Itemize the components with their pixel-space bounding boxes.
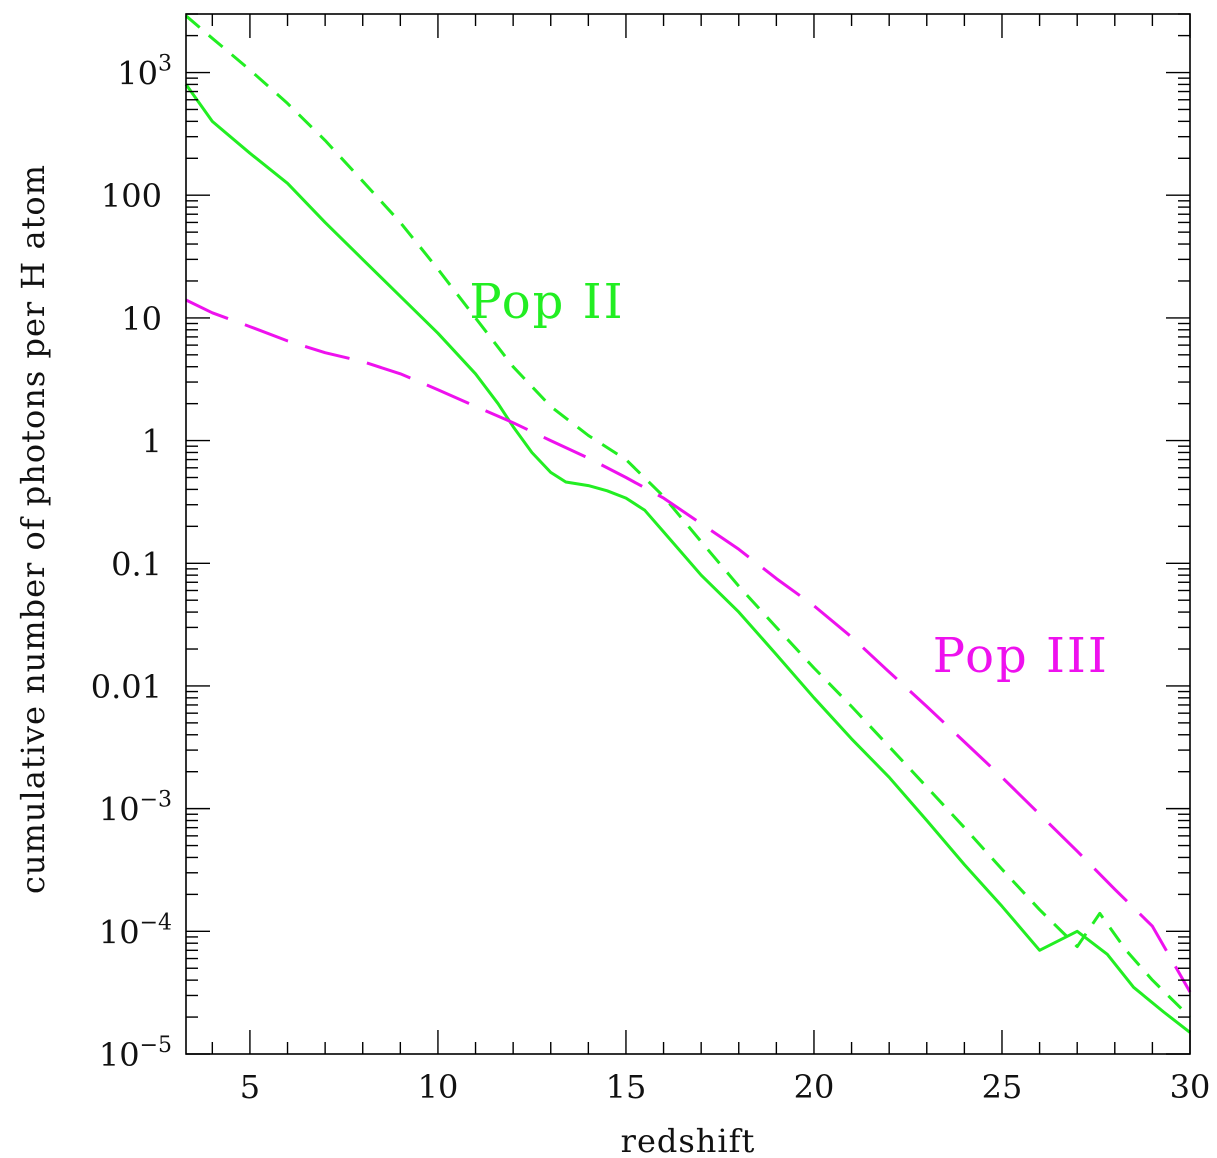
y-tick-base: 10 — [99, 791, 140, 829]
series-long-dash-magenta — [185, 298, 1192, 993]
x-tick-label: 10 — [418, 1068, 459, 1106]
x-tick-label: 30 — [1170, 1068, 1211, 1106]
series-solid-green — [184, 83, 1191, 1034]
annotation-label: Pop II — [469, 274, 624, 330]
y-tick-label: 1 — [142, 423, 162, 461]
y-tick-label: 10−5 — [99, 1033, 172, 1074]
annotation-label: Pop III — [933, 628, 1109, 684]
plot-frame — [185, 13, 1191, 1055]
tick-marks — [186, 13, 1191, 1055]
x-tick-label: 5 — [240, 1068, 260, 1106]
y-tick-base: 10 — [99, 1036, 140, 1074]
y-tick-base: 10 — [99, 913, 140, 951]
plot-border — [185, 13, 1191, 1055]
y-tick-exponent: −5 — [140, 1033, 172, 1058]
x-axis-label: redshift — [621, 1122, 756, 1158]
series-short-dash-green — [185, 14, 1192, 1019]
annotations: Pop II Pop III — [469, 274, 1109, 684]
x-tick-label: 25 — [982, 1068, 1023, 1106]
y-tick-label: 0.01 — [91, 668, 162, 706]
y-tick-label: 10−4 — [99, 910, 172, 951]
y-tick-label: 10 — [121, 300, 162, 338]
y-tick-label: 0.1 — [111, 545, 162, 583]
y-tick-label: 10−3 — [99, 788, 172, 829]
y-tick-exponent: −3 — [140, 788, 172, 813]
x-tick-label: 20 — [794, 1068, 835, 1106]
series-layer — [184, 14, 1192, 1034]
y-axis-label: cumulative number of photons per H atom — [14, 164, 52, 894]
y-tick-base: 10 — [117, 55, 158, 93]
y-tick-label: 103 — [117, 52, 172, 93]
y-tick-exponent: 3 — [158, 52, 172, 77]
y-tick-exponent: −4 — [140, 910, 172, 935]
x-tick-label: 15 — [606, 1068, 647, 1106]
y-tick-label: 100 — [101, 177, 162, 215]
